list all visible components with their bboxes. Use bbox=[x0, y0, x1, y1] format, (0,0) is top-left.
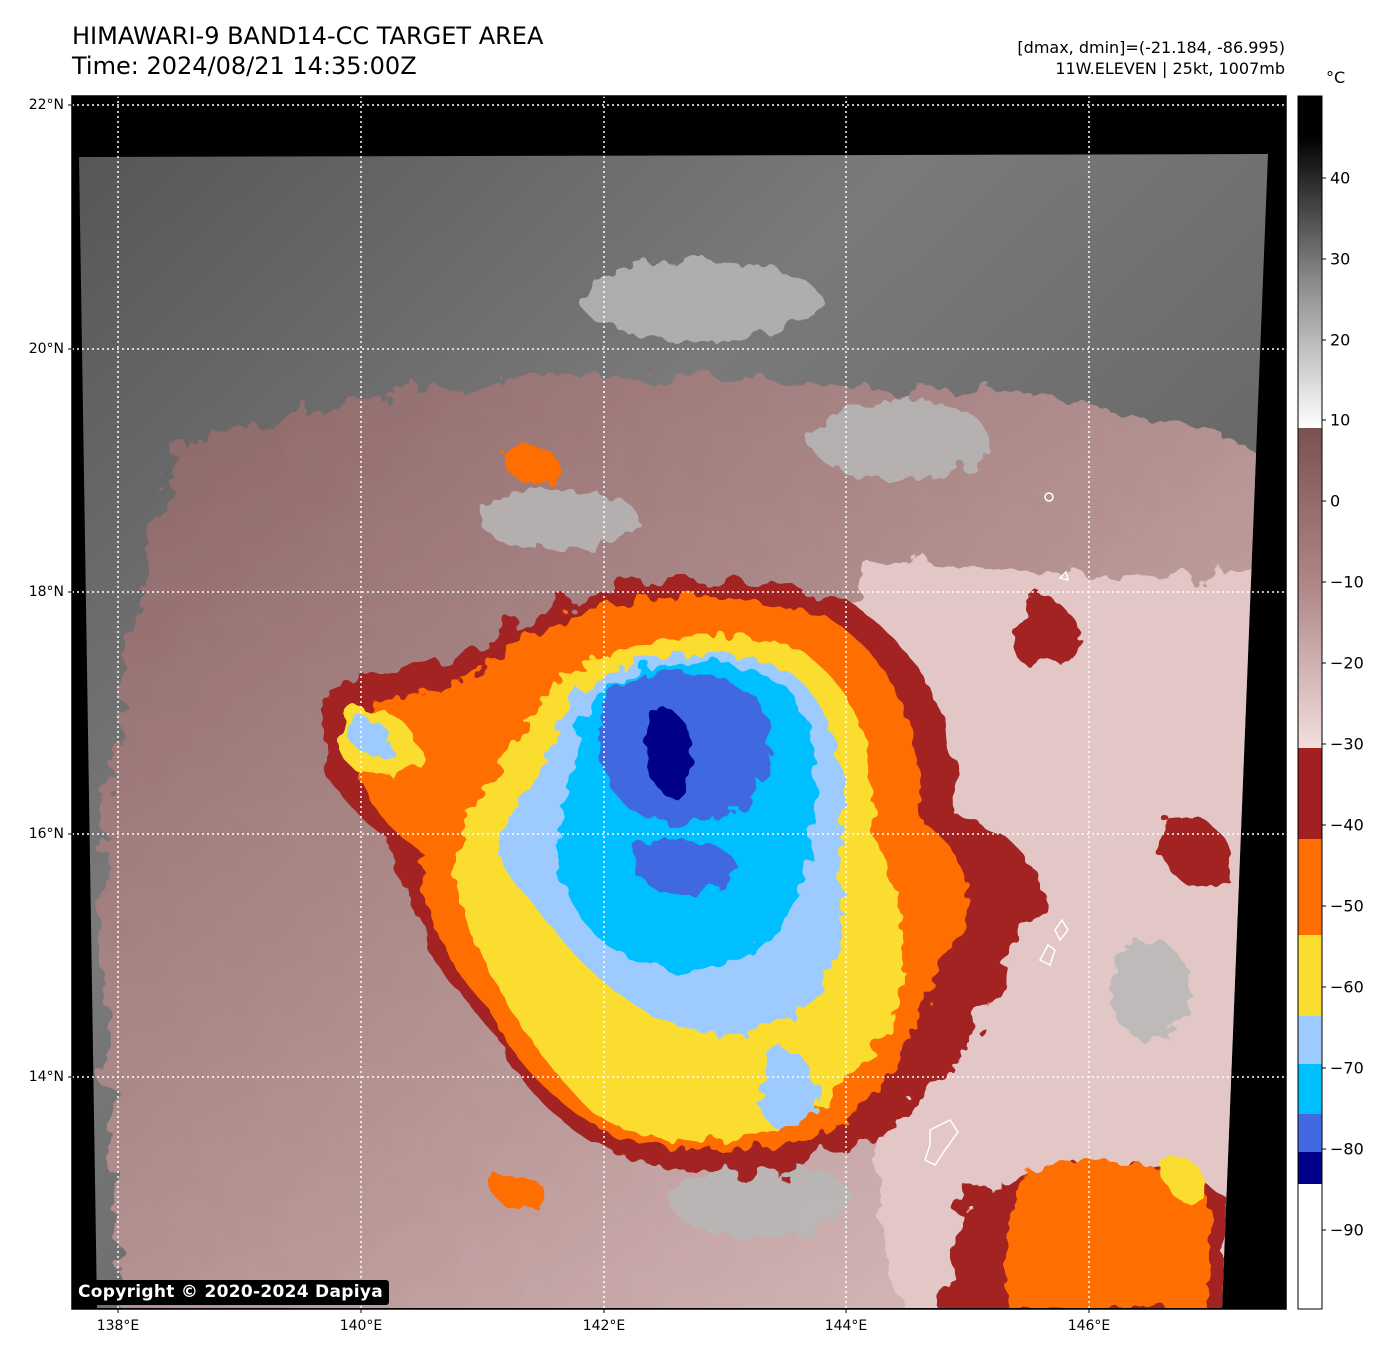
colorbar-tick: −80 bbox=[1330, 1139, 1364, 1159]
colorbar-tick: −30 bbox=[1330, 734, 1364, 754]
colorbar-tick: −50 bbox=[1330, 896, 1364, 916]
chart-title: HIMAWARI-9 BAND14-CC TARGET AREA bbox=[72, 22, 544, 50]
coastlines bbox=[924, 492, 1070, 1166]
lon-label-138: 138°E bbox=[96, 1318, 140, 1334]
lat-label-16: 16°N bbox=[28, 826, 64, 842]
colorbar-tick: 40 bbox=[1330, 168, 1351, 188]
colorbar-unit: °C bbox=[1326, 68, 1346, 87]
colorbar-tick: −10 bbox=[1330, 572, 1364, 592]
colorbar-tick: 10 bbox=[1330, 410, 1351, 430]
colorbar-tick: −90 bbox=[1330, 1220, 1364, 1240]
lon-label-144: 144°E bbox=[824, 1318, 868, 1334]
colorbar-tick: 0 bbox=[1330, 491, 1341, 511]
lat-label-18: 18°N bbox=[28, 584, 64, 600]
lon-label-146: 146°E bbox=[1067, 1318, 1111, 1334]
lat-label-20: 20°N bbox=[28, 341, 64, 357]
colorbar-tick: −40 bbox=[1330, 815, 1364, 835]
lat-label-14: 14°N bbox=[28, 1069, 64, 1085]
data-range: [dmax, dmin]=(-21.184, -86.995) bbox=[1017, 38, 1285, 57]
copyright-label: Copyright © 2020-2024 Dapiya bbox=[73, 1280, 389, 1305]
colorbar bbox=[1297, 95, 1326, 1310]
imagery bbox=[79, 154, 1268, 1308]
lon-label-140: 140°E bbox=[339, 1318, 383, 1334]
lon-label-142: 142°E bbox=[582, 1318, 626, 1334]
chart-time: Time: 2024/08/21 14:35:00Z bbox=[72, 52, 417, 80]
lat-label-22: 22°N bbox=[28, 97, 64, 113]
graticule bbox=[72, 96, 1286, 1309]
colorbar-tick: 30 bbox=[1330, 249, 1351, 269]
colorbar-tick: 20 bbox=[1330, 330, 1351, 350]
colorbar-tick: −70 bbox=[1330, 1058, 1364, 1078]
colorbar-tick: −20 bbox=[1330, 653, 1364, 673]
colorbar-tick: −60 bbox=[1330, 977, 1364, 997]
storm-info: 11W.ELEVEN | 25kt, 1007mb bbox=[1055, 59, 1285, 78]
